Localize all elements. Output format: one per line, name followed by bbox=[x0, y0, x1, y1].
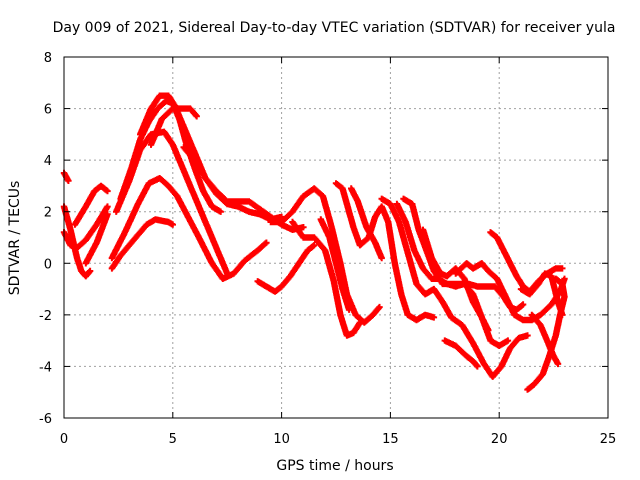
series-marks-23 bbox=[441, 337, 481, 370]
data-marks-layer bbox=[60, 92, 568, 393]
series-marks-6 bbox=[108, 175, 270, 282]
series-marks-1 bbox=[60, 169, 72, 184]
series-track-12 bbox=[180, 144, 307, 233]
y-tick-label-7: 8 bbox=[44, 51, 52, 66]
y-tick-label-6: 6 bbox=[44, 103, 52, 118]
series-marks-5 bbox=[108, 216, 176, 272]
series-track-27 bbox=[517, 270, 566, 319]
series-track-16 bbox=[317, 216, 353, 313]
y-tick-label-0: -6 bbox=[39, 412, 52, 427]
x-tick-label-2: 10 bbox=[273, 432, 290, 447]
y-tick-label-1: -4 bbox=[39, 360, 52, 375]
series-marks-12 bbox=[254, 242, 318, 295]
series-track-13 bbox=[254, 242, 318, 295]
chart-title: Day 009 of 2021, Sidereal Day-to-day VTE… bbox=[53, 20, 616, 36]
series-track-9 bbox=[117, 97, 224, 215]
series-marks-26 bbox=[517, 270, 566, 319]
series-track-18 bbox=[348, 185, 385, 262]
series-track-6 bbox=[108, 216, 176, 272]
series-track-22 bbox=[419, 226, 492, 334]
series-marks-14 bbox=[289, 218, 364, 339]
series-marks-4 bbox=[82, 211, 111, 267]
y-tick-label-4: 2 bbox=[44, 206, 52, 221]
series-track-24 bbox=[441, 337, 481, 370]
series-track-28 bbox=[528, 311, 562, 368]
series-marks-27 bbox=[528, 311, 562, 368]
series-track-7 bbox=[108, 175, 270, 282]
y-axis-label: SDTVAR / TECUs bbox=[7, 181, 23, 296]
x-tick-label-0: 0 bbox=[60, 432, 68, 447]
series-marks-21 bbox=[419, 226, 492, 334]
series-track-4 bbox=[71, 182, 111, 228]
x-tick-label-3: 15 bbox=[382, 432, 399, 447]
series-marks-10 bbox=[147, 105, 200, 148]
axes-layer: 0 5 10 15 20 25 -6 -4 -2 0 2 4 6 8 bbox=[39, 51, 616, 447]
series-track-11 bbox=[147, 105, 200, 148]
y-tick-label-5: 4 bbox=[44, 154, 52, 169]
grid-layer bbox=[64, 57, 608, 418]
series-marks-17 bbox=[348, 185, 385, 262]
series-track-19 bbox=[378, 195, 531, 380]
plot-frame bbox=[63, 56, 609, 419]
series-marks-11 bbox=[180, 144, 307, 233]
x-tick-label-4: 20 bbox=[491, 432, 508, 447]
series-marks-18 bbox=[378, 195, 531, 380]
series-marks-15 bbox=[317, 216, 353, 313]
x-tick-label-1: 5 bbox=[169, 432, 177, 447]
x-axis-label: GPS time / hours bbox=[276, 458, 393, 474]
y-tick-label-2: -2 bbox=[39, 309, 52, 324]
series-track-2 bbox=[60, 169, 72, 184]
y-tick-label-3: 0 bbox=[44, 257, 52, 272]
x-tick-label-5: 25 bbox=[600, 432, 617, 447]
series-marks-8 bbox=[117, 97, 224, 215]
series-track-5 bbox=[82, 211, 111, 267]
series-track-15 bbox=[289, 218, 364, 339]
series-marks-3 bbox=[71, 182, 111, 228]
